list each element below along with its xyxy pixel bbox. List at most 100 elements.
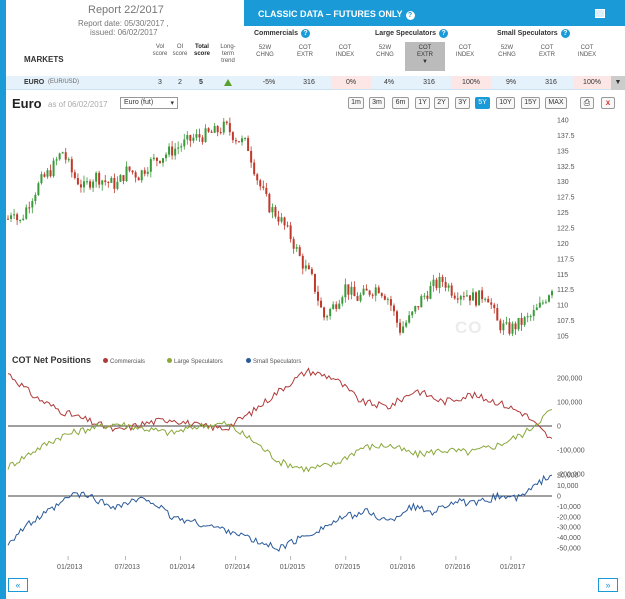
sub-header[interactable]: COT EXTR xyxy=(538,45,555,58)
x-tick-label: 01/2017 xyxy=(500,564,525,571)
range-5y[interactable]: 5Y xyxy=(475,97,490,109)
candle-body xyxy=(104,180,107,182)
sub-header[interactable]: COT INDEX xyxy=(577,45,597,58)
candle-body xyxy=(70,159,73,173)
candle-body xyxy=(520,317,523,325)
candle-body xyxy=(432,279,435,287)
candle-body xyxy=(250,150,253,163)
candle-body xyxy=(389,299,392,306)
candle-body xyxy=(131,170,134,173)
ls-52w: 4% xyxy=(383,79,395,86)
comm-cot-index: 0% xyxy=(331,76,371,89)
long-term-trend-header: Long-term trend xyxy=(220,44,236,64)
candle-body xyxy=(301,255,304,269)
print-chart-icon[interactable]: ⎙ xyxy=(580,97,594,109)
candle-body xyxy=(207,128,210,132)
next-button[interactable]: » xyxy=(598,578,618,592)
range-3m[interactable]: 3m xyxy=(369,97,385,109)
prev-button[interactable]: « xyxy=(8,578,28,592)
range-15y[interactable]: 15Y xyxy=(521,97,540,109)
candle-body xyxy=(365,288,368,291)
print-icon[interactable] xyxy=(595,9,605,18)
sub-header[interactable]: COT INDEX xyxy=(335,45,355,58)
candle-body xyxy=(107,181,110,183)
cot-tick-label: 100,000 xyxy=(557,400,582,407)
candle-body xyxy=(155,157,158,161)
range-6m[interactable]: 6m xyxy=(392,97,409,109)
ss-series-line xyxy=(7,474,553,552)
group-large-speculators: Large Speculators? xyxy=(375,29,449,38)
report-header: Report 22/2017 Report date: 05/30/2017 ,… xyxy=(6,0,244,74)
candle-body xyxy=(468,295,471,301)
candle-body xyxy=(441,277,444,282)
candle-body xyxy=(195,134,198,138)
price-tick-label: 132.5 xyxy=(557,164,575,171)
candle-body xyxy=(462,296,465,298)
candle-body xyxy=(98,172,101,185)
sub-header-active[interactable]: COT EXTR ▼ xyxy=(405,42,445,71)
candle-body xyxy=(152,157,155,160)
candle-body xyxy=(40,174,43,184)
candle-body xyxy=(551,291,553,296)
market-select[interactable]: Euro (fut) ▾ xyxy=(120,97,178,109)
candle-body xyxy=(493,304,496,309)
candle-body xyxy=(119,175,122,182)
range-10y[interactable]: 10Y xyxy=(496,97,515,109)
candle-body xyxy=(122,175,125,181)
candle-body xyxy=(186,135,189,140)
chart-title: Euro xyxy=(12,96,42,111)
range-1m[interactable]: 1m xyxy=(348,97,364,109)
candle-body xyxy=(183,139,186,147)
candle-body xyxy=(478,290,481,306)
vol-score: 3 xyxy=(158,79,162,86)
candle-body xyxy=(459,296,462,300)
candle-body xyxy=(377,287,380,294)
candle-body xyxy=(237,141,240,143)
candle-body xyxy=(58,153,61,160)
candle-body xyxy=(481,290,484,300)
candle-body xyxy=(189,135,192,141)
candle-body xyxy=(487,298,490,303)
candle-body xyxy=(383,295,386,300)
candle-body xyxy=(496,308,499,321)
candle-body xyxy=(228,123,231,133)
sub-header[interactable]: 52W CHNG xyxy=(256,45,274,58)
range-3y[interactable]: 3Y xyxy=(455,97,470,109)
candle-body xyxy=(241,138,244,143)
report-title: Report 22/2017 xyxy=(88,4,164,16)
sub-header[interactable]: 52W CHNG xyxy=(376,45,394,58)
help-icon[interactable]: ? xyxy=(300,29,310,38)
candle-body xyxy=(329,309,332,317)
candle-body xyxy=(344,284,347,298)
range-1y[interactable]: 1Y xyxy=(415,97,430,109)
x-tick-label: 01/2014 xyxy=(170,564,195,571)
x-tick-label: 07/2016 xyxy=(445,564,470,571)
close-icon[interactable]: x xyxy=(601,97,615,109)
price-tick-label: 140 xyxy=(557,118,569,125)
range-max[interactable]: MAX xyxy=(545,97,567,109)
candle-body xyxy=(323,307,326,318)
candle-body xyxy=(541,302,544,304)
candle-body xyxy=(168,146,171,155)
sub-header[interactable]: 52W CHNG xyxy=(498,45,516,58)
help-icon[interactable]: ? xyxy=(405,11,415,20)
candle-body xyxy=(231,132,234,141)
sub-header[interactable]: COT EXTR xyxy=(296,45,313,58)
candle-body xyxy=(289,225,292,240)
sub-header[interactable]: COT INDEX xyxy=(455,45,475,58)
candle-body xyxy=(25,207,28,219)
range-2y[interactable]: 2Y xyxy=(434,97,449,109)
x-tick-label: 01/2013 xyxy=(57,564,82,571)
candle-body xyxy=(423,295,426,297)
candle-body xyxy=(405,322,408,327)
table-row[interactable]: EURO (EUR/USD) 3 2 5 -5% 316 0% 4% 316 1… xyxy=(6,76,625,90)
candle-body xyxy=(456,298,459,300)
candle-body xyxy=(453,295,456,299)
candle-body xyxy=(450,285,453,296)
row-dropdown-button[interactable]: ▼ xyxy=(611,76,625,90)
help-icon[interactable]: ? xyxy=(560,29,570,38)
market-name[interactable]: EURO xyxy=(24,79,45,86)
candle-body xyxy=(475,292,478,306)
market-pair: (EUR/USD) xyxy=(48,79,79,85)
help-icon[interactable]: ? xyxy=(439,29,449,38)
